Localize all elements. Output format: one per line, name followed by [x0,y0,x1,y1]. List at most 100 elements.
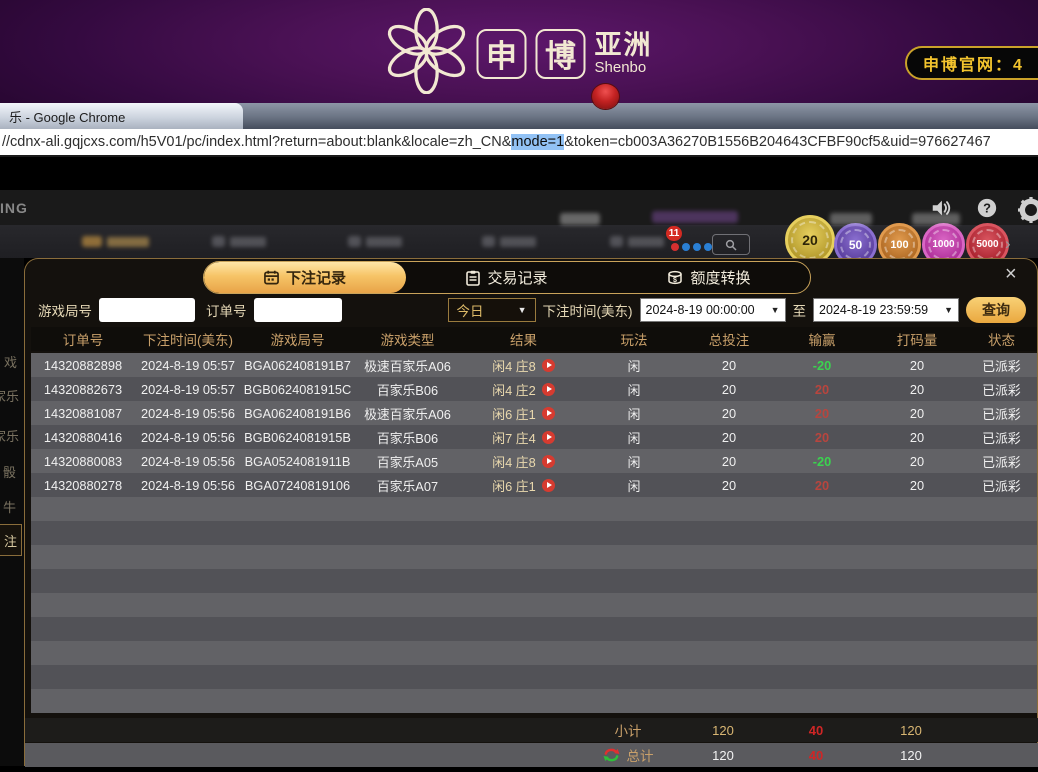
table-row: 14320880416 2024-8-19 05:56 BGB0624081915… [31,425,1037,449]
replay-play-icon[interactable] [541,478,555,492]
url-text-post: &token=cb003A36270B1556B204643CFBF90cf5&… [564,134,991,150]
blurred-fragment [652,211,738,223]
refresh-icon[interactable] [603,747,620,763]
window-title: 乐 - Google Chrome [0,103,243,129]
svg-text:$: $ [674,277,678,284]
logo-char-bo: 博 [535,28,586,79]
site-header: 申 博 亚洲 Shenbo 申博官网：4 [0,0,1038,103]
empty-row [31,569,1037,593]
calendar-icon [264,270,279,285]
blurred-fragment [912,213,960,225]
close-icon[interactable]: × [1005,263,1017,285]
order-input[interactable] [253,298,342,322]
gaming-logo-fragment: ING [0,200,28,216]
flower-logo-icon [386,7,468,99]
chrome-titlebar[interactable]: 乐 - Google Chrome [0,103,1038,225]
grand-total-row: 总计 120 40 120 [25,743,1038,767]
page-left-strip [0,258,24,772]
url-text-selected: mode=1 [511,134,565,150]
logo-char-shen: 申 [476,28,527,79]
coin-transfer-icon: $ [668,270,683,284]
empty-row [31,641,1037,665]
status-dot [693,243,701,251]
chevron-down-icon: ▼ [770,305,780,315]
empty-row [31,497,1037,521]
chips-more-chevron-icon[interactable]: › [1005,234,1011,253]
subtotal-total-bet: 120 [712,722,734,738]
logo-region: 亚洲 [594,30,653,61]
sidebar-fragment: 牛 [3,500,17,515]
replay-play-icon[interactable] [541,406,555,420]
sidebar-fragment: 戏 [4,355,18,370]
page-bottom-strip [0,766,1038,772]
query-button[interactable]: 查询 [966,297,1026,323]
status-dot [704,243,712,251]
table-row: 14320882898 2024-8-19 05:57 BGA062408191B… [31,353,1037,377]
blurred-nav-item[interactable] [212,236,266,247]
notification-dot [592,84,619,109]
sidebar-fragment: 骰 [3,465,17,480]
settings-gear-icon[interactable] [1018,197,1038,223]
help-icon[interactable]: ? [976,197,998,219]
subtotal-turnover: 120 [900,722,922,738]
empty-row [31,593,1037,617]
blurred-nav-item[interactable] [348,236,402,247]
game-round-input[interactable] [99,298,195,322]
empty-row [31,689,1037,713]
blurred-nav-item[interactable] [610,236,664,247]
tab-transaction-records[interactable]: 交易记录 [406,262,608,293]
blurred-fragment [830,213,872,225]
table-row: 14320882673 2024-8-19 05:57 BGB0624081915… [31,377,1037,401]
blurred-nav-item[interactable] [82,236,149,247]
subtotal-win-lose: 40 [808,722,824,738]
table-body: 14320882898 2024-8-19 05:57 BGA062408191B… [31,353,1037,713]
status-dot [671,243,679,251]
logo-latin: Shenbo [594,58,647,76]
tab-bet-records[interactable]: 下注记录 [204,262,406,293]
sidebar-fragment: 家乐 [0,429,20,444]
date-range-select[interactable]: 今日 ▼ [447,298,536,322]
modal-tabbar: 下注记录 交易记录 $ 额度转换 [203,261,811,294]
grand-total-bet: 120 [712,747,734,763]
game-round-label: 游戏局号 [38,304,92,319]
table-header: 订单号 下注时间(美东) 游戏局号 游戏类型 结果 玩法 总投注 输赢 打码量 … [31,327,1037,351]
table-row: 14320881087 2024-8-19 05:56 BGA062408191B… [31,401,1037,425]
official-site-button[interactable]: 申博官网：4 [905,46,1038,80]
status-dot [682,243,690,251]
tab-credit-transfer[interactable]: $ 额度转换 [608,262,810,293]
sidebar-fragment: 家乐 [0,389,20,404]
clipboard-icon [466,270,481,286]
notification-badge: 11 [666,226,682,241]
grand-total-win-lose: 40 [808,747,824,763]
order-label: 订单号 [206,304,247,319]
search-box[interactable] [712,234,750,255]
bet-records-modal: 下注记录 交易记录 $ 额度转换 × 游戏局号 订单号 今日 ▼ 下注时间(美东… [24,258,1038,767]
grand-total-turnover: 120 [900,747,922,763]
page-gap [0,155,1038,190]
replay-play-icon[interactable] [541,358,555,372]
empty-row [31,665,1037,689]
url-text-pre: //cdnx-ali.gqjcxs.com/h5V01/pc/index.htm… [2,134,512,150]
sound-icon[interactable] [930,197,952,219]
sidebar-fragment-box: 注 [0,524,22,556]
empty-row [31,545,1037,569]
grand-total-label: 总计 [626,749,654,764]
datetime-from-input[interactable]: 2024-8-19 00:00:00 ▼ [639,298,786,322]
empty-row [31,521,1037,545]
replay-play-icon[interactable] [541,430,555,444]
blurred-fragment [560,213,600,225]
table-row: 14320880278 2024-8-19 05:56 BGA0724081910… [31,473,1037,497]
game-header [0,190,1038,225]
svg-text:?: ? [983,201,991,216]
url-bar[interactable]: //cdnx-ali.gqjcxs.com/h5V01/pc/index.htm… [0,129,1038,157]
subtotal-row: 小计 120 40 120 [25,718,1038,742]
chevron-down-icon: ▼ [944,305,953,315]
datetime-to-input[interactable]: 2024-8-19 23:59:59 ▼ [813,298,959,322]
filter-bar: 游戏局号 订单号 今日 ▼ 下注时间(美东) 2024-8-19 00:00:0… [25,295,1038,325]
replay-play-icon[interactable] [541,454,555,468]
blurred-nav-item[interactable] [482,236,536,247]
to-label: 至 [792,304,807,319]
subtotal-label: 小计 [614,724,642,739]
replay-play-icon[interactable] [541,382,555,396]
chevron-down-icon: ▼ [517,305,527,315]
